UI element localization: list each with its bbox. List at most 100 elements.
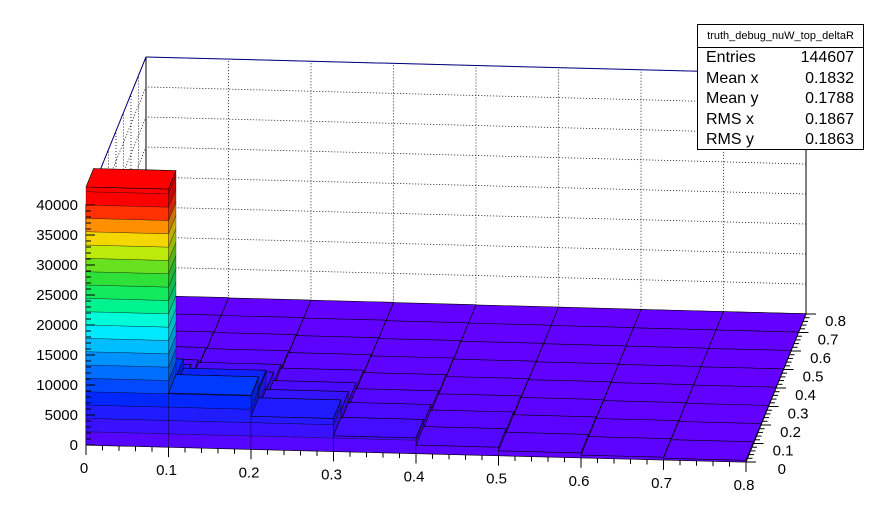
stats-box: truth_debug_nuW_top_deltaR Entries 14460…	[697, 24, 864, 150]
lego-bar	[543, 325, 634, 347]
lego-bar	[85, 168, 177, 448]
bar-top-face	[333, 416, 424, 439]
bar-top-face	[685, 384, 777, 407]
bar-front-face	[333, 437, 417, 454]
bar-top-face	[528, 361, 619, 383]
x-tick-label: 0.5	[486, 471, 507, 488]
stats-value: 0.1863	[805, 131, 854, 148]
y-tick-label: 0.3	[788, 406, 809, 423]
stats-value: 0.1867	[805, 110, 854, 128]
stats-label: Entries	[706, 49, 756, 66]
y-tick-label: 0.4	[795, 387, 816, 404]
x-tick-label: 0.4	[404, 469, 425, 486]
x-tick-label: 0.3	[321, 466, 342, 483]
bar-front-face	[85, 231, 169, 248]
bar-top-face	[520, 379, 612, 401]
lego-bar	[168, 374, 259, 450]
z-tick-label: 25000	[36, 287, 78, 304]
y-tick-label: 0.8	[825, 313, 846, 330]
stats-row-mean-y: Mean y 0.1788	[698, 89, 863, 110]
bar-top-face	[220, 297, 312, 319]
z-tick-label: 5000	[45, 407, 78, 424]
stats-value: 144607	[800, 49, 854, 66]
bar-front-face	[250, 435, 334, 452]
bar-front-face	[85, 284, 169, 301]
lego-bars	[85, 168, 807, 463]
bar-front-face	[168, 420, 252, 437]
stats-label: RMS y	[706, 131, 754, 148]
lego-bar	[625, 327, 717, 350]
lego-bar	[415, 426, 507, 456]
z-tick-label: 0	[70, 437, 78, 454]
x-tick-label: 0.8	[734, 477, 755, 494]
bar-top-face	[663, 439, 754, 461]
y-tick-label: 0.5	[803, 369, 824, 386]
bar-top-face	[588, 418, 679, 440]
bar-top-face	[168, 374, 259, 396]
bar-front-face	[85, 258, 169, 274]
bar-top-face	[678, 402, 769, 425]
bar-top-face	[580, 436, 672, 458]
lego-bar	[333, 416, 424, 454]
bar-front-face	[168, 406, 252, 423]
bar-front-face	[85, 204, 169, 221]
bar-front-face	[85, 244, 169, 261]
z-tick-label: 40000	[36, 197, 78, 214]
bar-top-face	[468, 304, 559, 326]
bar-top-face	[378, 320, 469, 342]
bar-front-face	[85, 418, 169, 434]
stats-value: 0.1788	[805, 90, 854, 107]
bar-top-face	[535, 343, 627, 365]
bar-top-face	[543, 325, 634, 347]
bar-top-face	[250, 397, 342, 419]
stats-label: RMS x	[706, 110, 754, 128]
lego-bar	[685, 384, 777, 407]
lego-bar	[700, 348, 792, 370]
bar-top-face	[700, 348, 792, 370]
tick-labels: 0 0.1 0.2 0.3 0.4 0.5 0.6 0.7 0.800.10.20.30.40.…	[36, 197, 846, 494]
bar-front-face	[250, 422, 334, 439]
lego-bar	[663, 439, 754, 463]
bar-top-face	[625, 327, 717, 349]
z-tick-label: 10000	[36, 377, 78, 394]
bar-top-face	[460, 322, 552, 345]
bar-front-face	[85, 364, 169, 381]
y-tick-label: 0.7	[818, 332, 839, 349]
bar-top-face	[610, 364, 702, 386]
x-tick-label: 0	[80, 460, 88, 477]
lego-bar	[618, 345, 709, 368]
lego-bar	[550, 306, 642, 329]
bar-top-face	[85, 168, 177, 190]
bar-top-face	[453, 340, 544, 363]
x-tick-label: 0.6	[569, 473, 590, 490]
stats-row-rms-x: RMS x 0.1867	[698, 110, 863, 131]
lego-bar	[708, 329, 799, 352]
y-tick-label: 0.6	[810, 350, 831, 367]
stats-title: truth_debug_nuW_top_deltaR	[698, 25, 863, 48]
y-tick-label: 0.1	[773, 443, 794, 460]
lego-bar	[633, 309, 724, 331]
lego-bar	[468, 304, 559, 327]
bar-front-face	[85, 191, 169, 208]
bar-top-face	[715, 311, 807, 333]
bar-top-face	[670, 421, 762, 443]
bar-front-face	[168, 393, 252, 410]
z-tick-label: 30000	[36, 257, 78, 274]
bar-front-face	[85, 298, 169, 314]
bar-front-face	[85, 271, 169, 288]
stats-row-mean-x: Mean x 0.1832	[698, 69, 863, 90]
lego-bar	[250, 397, 342, 452]
bar-top-face	[633, 309, 724, 331]
bar-top-face	[550, 306, 642, 329]
tick-marks	[85, 204, 816, 472]
lego-bar	[715, 311, 807, 333]
lego-bar	[498, 431, 589, 458]
bar-front-face	[85, 338, 169, 354]
bar-front-face	[85, 218, 169, 234]
bar-top-face	[295, 317, 387, 340]
bar-top-face	[595, 400, 687, 422]
stats-label: Mean y	[706, 90, 759, 107]
bar-front-face	[85, 311, 169, 328]
bar-top-face	[618, 345, 709, 368]
